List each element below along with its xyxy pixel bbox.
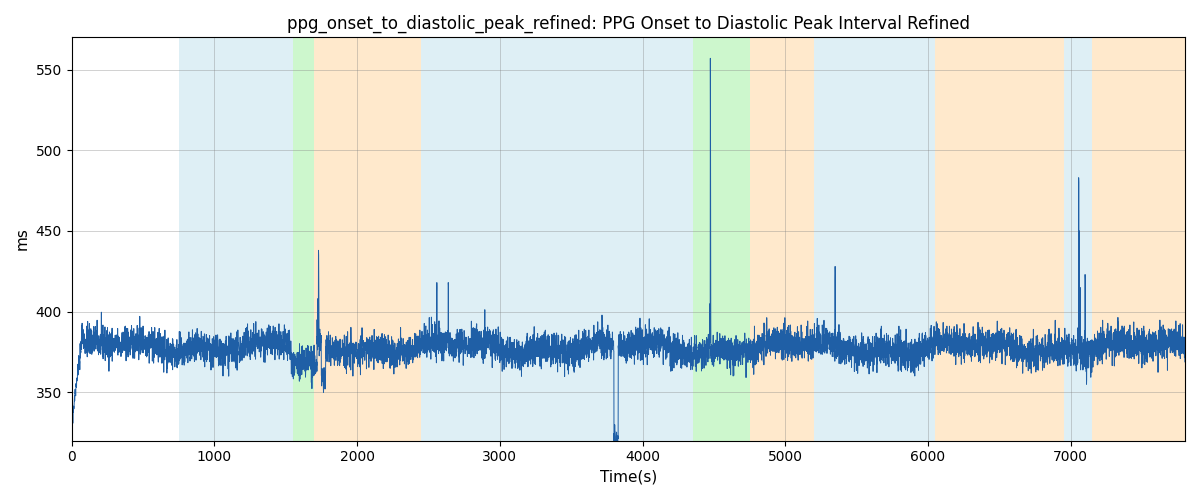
Bar — [314, 38, 421, 440]
Bar — [935, 38, 1063, 440]
X-axis label: Time(s): Time(s) — [600, 470, 656, 485]
Bar — [692, 38, 750, 440]
Bar — [750, 38, 814, 440]
Bar — [814, 38, 935, 440]
Bar — [293, 38, 314, 440]
Bar — [1063, 38, 1092, 440]
Bar — [421, 38, 692, 440]
Y-axis label: ms: ms — [16, 228, 30, 250]
Bar — [179, 38, 293, 440]
Bar — [1092, 38, 1186, 440]
Title: ppg_onset_to_diastolic_peak_refined: PPG Onset to Diastolic Peak Interval Refine: ppg_onset_to_diastolic_peak_refined: PPG… — [287, 15, 970, 34]
